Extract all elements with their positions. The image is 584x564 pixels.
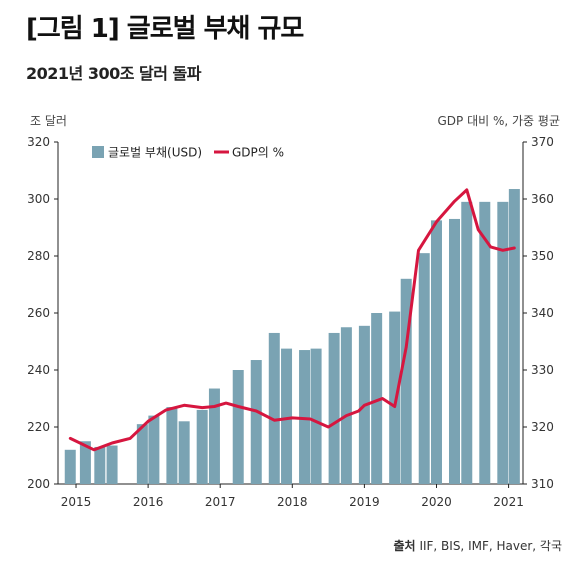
right-tick-label: 360	[531, 192, 554, 206]
debt-bar	[136, 424, 148, 484]
chart-subtitle: 2021년 300조 달러 돌파	[26, 64, 201, 83]
x-tick-label: 2021	[493, 495, 524, 509]
source-label: 출처	[393, 539, 416, 553]
source-note: 출처 IIF, BIS, IMF, Haver, 각국	[394, 537, 562, 554]
left-tick-label: 280	[27, 249, 50, 263]
source-text: IIF, BIS, IMF, Haver, 각국	[419, 539, 562, 553]
debt-bar	[328, 332, 340, 484]
debt-bar	[208, 388, 220, 484]
debt-bar	[400, 278, 412, 484]
debt-bar	[178, 421, 190, 484]
debt-bar	[310, 348, 322, 484]
debt-bar	[64, 449, 76, 484]
right-tick-label: 330	[531, 363, 554, 377]
left-tick-label: 320	[27, 135, 50, 149]
debt-bar	[461, 201, 473, 484]
left-tick-label: 200	[27, 477, 50, 491]
debt-bar	[94, 446, 106, 484]
debt-bar	[371, 313, 383, 484]
gdp-ratio-line	[68, 188, 516, 452]
debt-bar	[268, 332, 280, 484]
chart-title: [그림 1] 글로벌 부채 규모	[26, 14, 304, 44]
x-tick-label: 2018	[277, 495, 308, 509]
left-tick-label: 300	[27, 192, 50, 206]
right-tick-label: 350	[531, 249, 554, 263]
debt-bar	[508, 189, 520, 484]
debt-bar	[196, 409, 208, 484]
debt-bar	[418, 253, 430, 484]
x-tick-label: 2017	[205, 495, 236, 509]
right-axis-title: GDP 대비 %, 가중 평균	[437, 114, 561, 128]
debt-bar	[479, 201, 491, 484]
debt-bar	[79, 441, 91, 484]
debt-bar	[106, 445, 118, 484]
debt-bar	[299, 350, 311, 484]
x-tick-label: 2020	[421, 495, 452, 509]
debt-bar	[449, 218, 461, 484]
x-tick-label: 2016	[133, 495, 164, 509]
legend-line-label: GDP의 %	[232, 146, 284, 160]
right-tick-label: 370	[531, 135, 554, 149]
debt-bar	[281, 348, 293, 484]
debt-bar	[232, 370, 244, 484]
left-axis-title: 조 달러	[30, 114, 67, 128]
debt-bar	[148, 415, 160, 484]
legend-bar-label: 글로벌 부채(USD)	[108, 146, 202, 160]
debt-bar	[166, 407, 178, 484]
left-tick-label: 240	[27, 363, 50, 377]
x-tick-label: 2019	[349, 495, 380, 509]
right-tick-label: 310	[531, 477, 554, 491]
debt-bar	[250, 360, 262, 484]
debt-bar	[497, 201, 509, 484]
right-tick-label: 320	[531, 420, 554, 434]
left-tick-label: 260	[27, 306, 50, 320]
legend-bar-swatch	[92, 146, 104, 158]
x-tick-label: 2015	[61, 495, 92, 509]
debt-bar	[340, 327, 352, 484]
left-tick-label: 220	[27, 420, 50, 434]
debt-bar	[389, 311, 401, 484]
right-tick-label: 340	[531, 306, 554, 320]
debt-bar	[430, 220, 442, 484]
